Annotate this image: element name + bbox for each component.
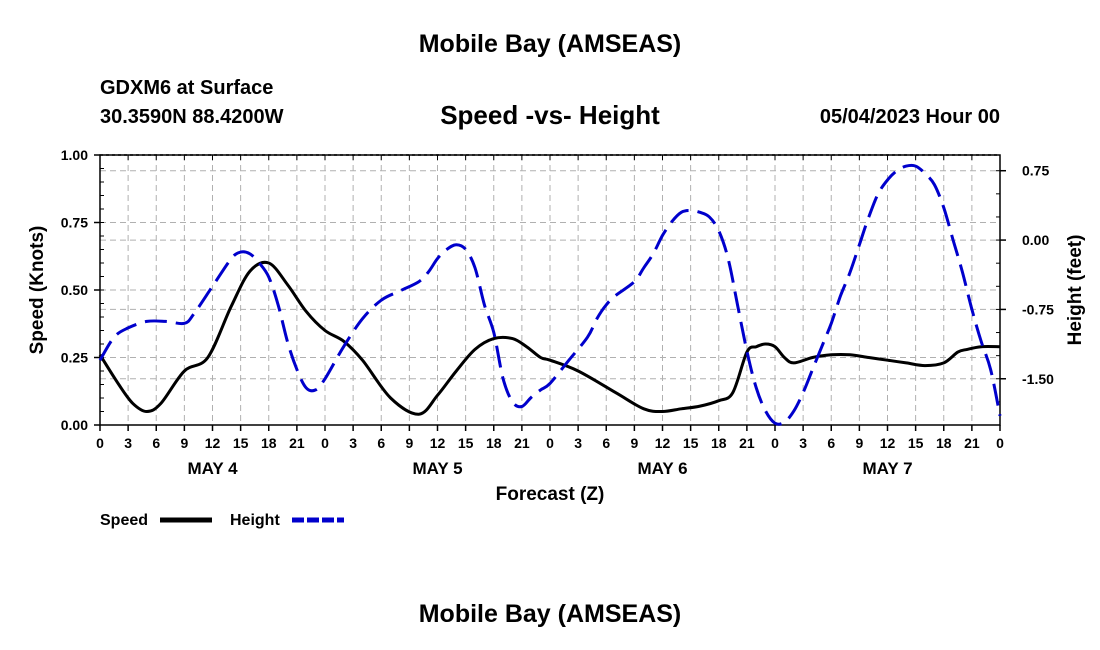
day-label: MAY 6 (637, 459, 687, 478)
x-tick-label: 3 (349, 435, 357, 451)
x-tick-label: 6 (602, 435, 610, 451)
x-tick-label: 15 (458, 435, 474, 451)
x-tick-label: 21 (739, 435, 755, 451)
x-tick-label: 18 (711, 435, 727, 451)
x-tick-label: 3 (124, 435, 132, 451)
x-tick-label: 12 (430, 435, 446, 451)
y-tick-label: 0.25 (61, 350, 88, 366)
x-tick-label: 6 (377, 435, 385, 451)
x-axis-title: Forecast (Z) (496, 484, 605, 505)
y2-axis-title: Height (feet) (1065, 235, 1086, 346)
y-tick-label: 0.00 (61, 417, 88, 433)
x-tick-label: 9 (855, 435, 863, 451)
x-tick-label: 0 (96, 435, 104, 451)
y-tick-label: 0.50 (61, 282, 88, 298)
x-tick-label: 3 (574, 435, 582, 451)
y2-tick-label: -0.75 (1022, 301, 1054, 317)
x-tick-label: 15 (908, 435, 924, 451)
x-tick-label: 9 (405, 435, 413, 451)
x-tick-label: 6 (152, 435, 160, 451)
y-axis-title: Speed (Knots) (27, 226, 48, 355)
chart-title: Mobile Bay (AMSEAS) (418, 30, 682, 58)
day-label: MAY 7 (862, 459, 912, 478)
x-tick-label: 18 (936, 435, 952, 451)
x-tick-label: 21 (514, 435, 530, 451)
x-tick-label: 0 (771, 435, 779, 451)
x-tick-label: 9 (180, 435, 188, 451)
footer-title: Mobile Bay (AMSEAS) (418, 600, 682, 628)
legend-label-speed: Speed (100, 512, 148, 529)
x-tick-label: 9 (630, 435, 638, 451)
x-tick-label: 12 (205, 435, 221, 451)
y2-tick-label: -1.50 (1022, 371, 1054, 387)
y-tick-label: 0.75 (61, 215, 88, 231)
day-label: MAY 4 (187, 459, 238, 478)
y2-tick-label: 0.75 (1022, 163, 1049, 179)
x-tick-label: 0 (321, 435, 329, 451)
coordinates-label: 30.3590N 88.4200W (100, 106, 284, 128)
legend-label-height: Height (230, 512, 280, 529)
issue-time-label: 05/04/2023 Hour 00 (819, 106, 1000, 128)
x-tick-label: 3 (799, 435, 807, 451)
height-series-line (98, 163, 1002, 426)
day-label: MAY 5 (412, 459, 462, 478)
x-tick-label: 0 (546, 435, 554, 451)
x-tick-label: 0 (996, 435, 1004, 451)
x-tick-label: 6 (827, 435, 835, 451)
x-tick-label: 18 (486, 435, 502, 451)
x-tick-label: 15 (683, 435, 699, 451)
y-tick-label: 1.00 (61, 147, 88, 163)
speed-series-line (98, 260, 1001, 416)
x-tick-label: 12 (880, 435, 896, 451)
station-label: GDXM6 at Surface (100, 77, 274, 99)
y2-tick-label: 0.00 (1022, 232, 1049, 248)
x-tick-label: 21 (964, 435, 980, 451)
x-tick-label: 21 (289, 435, 305, 451)
x-tick-label: 15 (233, 435, 249, 451)
chart-subtitle: Speed -vs- Height (440, 100, 660, 130)
x-tick-label: 12 (655, 435, 671, 451)
x-tick-label: 18 (261, 435, 277, 451)
